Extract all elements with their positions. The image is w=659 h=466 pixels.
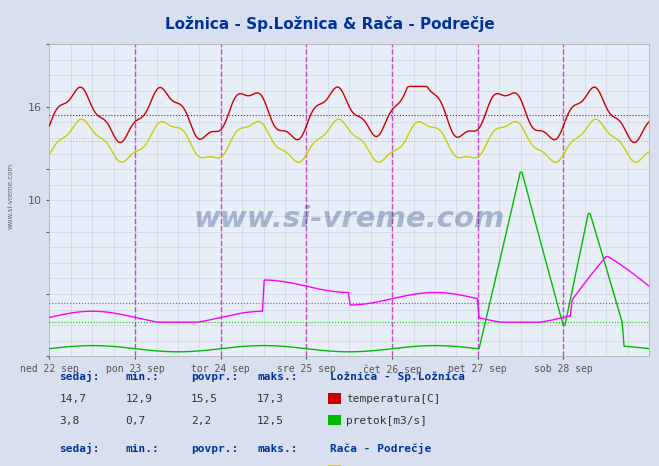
Text: 0,7: 0,7 [125,416,146,425]
Text: Ložnica - Sp.Ložnica & Rača - Podrečje: Ložnica - Sp.Ložnica & Rača - Podrečje [165,16,494,32]
Text: sedaj:: sedaj: [59,443,100,453]
Text: 3,8: 3,8 [59,416,80,425]
Text: 15,5: 15,5 [191,394,218,404]
Text: maks.:: maks.: [257,444,297,453]
Text: maks.:: maks.: [257,372,297,382]
Text: pretok[m3/s]: pretok[m3/s] [346,416,427,425]
Text: 12,9: 12,9 [125,394,152,404]
Text: 14,7: 14,7 [59,394,86,404]
Text: min.:: min.: [125,372,159,382]
Text: min.:: min.: [125,444,159,453]
Text: www.si-vreme.com: www.si-vreme.com [194,205,505,233]
Text: sedaj:: sedaj: [59,371,100,382]
Text: www.si-vreme.com: www.si-vreme.com [8,163,14,229]
Text: temperatura[C]: temperatura[C] [346,394,440,404]
Text: Ložnica - Sp.Ložnica: Ložnica - Sp.Ložnica [330,371,465,382]
Text: 17,3: 17,3 [257,394,284,404]
Text: Rača - Podrečje: Rača - Podrečje [330,443,431,453]
Text: 12,5: 12,5 [257,416,284,425]
Text: 2,2: 2,2 [191,416,212,425]
Text: povpr.:: povpr.: [191,444,239,453]
Text: povpr.:: povpr.: [191,372,239,382]
